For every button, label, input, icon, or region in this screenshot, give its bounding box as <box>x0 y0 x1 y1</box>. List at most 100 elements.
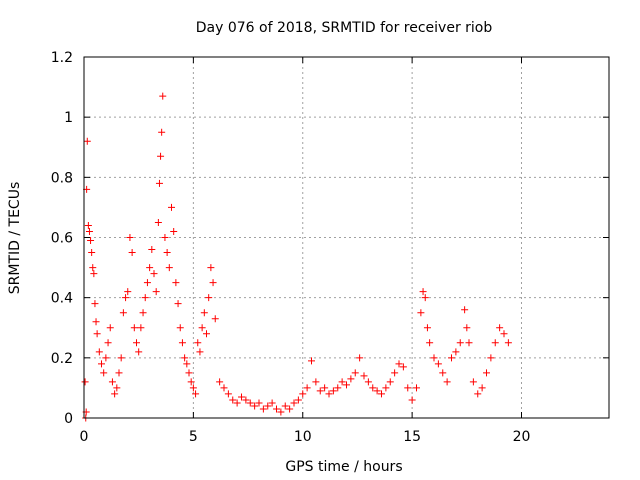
y-tick-label: 0.4 <box>51 291 73 307</box>
data-point <box>84 221 92 229</box>
data-point <box>157 152 165 160</box>
data-point <box>83 137 91 145</box>
data-point <box>434 360 442 368</box>
x-tick-label: 20 <box>513 429 531 445</box>
data-point <box>312 378 320 386</box>
data-point <box>115 369 123 377</box>
data-point <box>148 246 156 254</box>
data-point <box>143 279 151 287</box>
y-tick-label: 1.2 <box>51 50 73 66</box>
data-point <box>426 339 434 347</box>
data-point <box>172 279 180 287</box>
data-point <box>85 227 93 235</box>
data-point <box>395 360 403 368</box>
data-point <box>88 249 96 257</box>
data-point <box>87 237 95 245</box>
data-point <box>198 324 206 332</box>
data-point <box>194 339 202 347</box>
data-point <box>163 249 171 257</box>
data-point <box>111 390 119 398</box>
data-point <box>391 369 399 377</box>
data-point <box>308 357 315 365</box>
data-point <box>413 384 420 392</box>
data-point <box>146 264 154 272</box>
chart-title: Day 076 of 2018, SRMTID for receiver rio… <box>196 20 493 36</box>
data-point <box>155 179 163 187</box>
data-point <box>343 381 350 389</box>
data-point <box>187 378 195 386</box>
data-point <box>220 384 228 392</box>
data-point <box>154 218 162 226</box>
data-point <box>192 390 200 398</box>
data-point <box>117 354 125 362</box>
data-point <box>124 288 132 296</box>
data-point <box>119 309 127 317</box>
data-point <box>242 396 250 404</box>
data-point <box>465 339 473 347</box>
data-point <box>382 384 390 392</box>
data-point <box>238 393 245 401</box>
data-point <box>130 324 138 332</box>
data-point <box>152 288 160 296</box>
data-point <box>174 300 182 308</box>
data-point <box>165 264 173 272</box>
y-tick-labels: 0 0.2 0.4 0.6 0.8 1 1.2 <box>51 50 73 427</box>
data-point <box>211 315 219 323</box>
data-point <box>286 405 294 413</box>
data-point <box>456 339 464 347</box>
data-point <box>452 348 460 356</box>
data-point <box>373 387 381 395</box>
data-point <box>421 294 429 302</box>
data-point <box>417 309 425 317</box>
grid-lines <box>84 57 609 418</box>
data-point <box>139 309 147 317</box>
data-point <box>491 339 499 347</box>
data-point <box>168 203 175 211</box>
data-point <box>126 234 134 241</box>
data-point <box>504 339 512 347</box>
x-tick-label: 0 <box>80 429 89 445</box>
data-point <box>185 369 193 377</box>
data-point <box>159 92 167 100</box>
data-point <box>463 324 471 332</box>
x-tick-label: 5 <box>189 429 198 445</box>
x-tick-labels: 0 5 10 15 20 <box>80 429 531 445</box>
data-point <box>399 363 407 371</box>
data-point <box>135 348 143 356</box>
y-tick-label: 0.6 <box>51 231 73 247</box>
data-point <box>404 384 412 392</box>
data-point <box>176 324 184 332</box>
data-point <box>255 399 263 407</box>
data-point <box>423 324 431 332</box>
data-point <box>439 369 447 377</box>
tick-marks <box>83 56 609 419</box>
data-point <box>113 384 121 392</box>
data-point <box>178 339 186 347</box>
data-point <box>290 399 298 407</box>
data-point <box>141 294 149 302</box>
data-point <box>91 300 99 308</box>
data-point <box>264 402 272 410</box>
data-point <box>233 399 241 407</box>
data-point <box>207 264 215 272</box>
data-point <box>93 330 101 338</box>
data-point <box>316 387 324 395</box>
data-point <box>161 234 169 241</box>
data-point <box>294 396 302 404</box>
data-point <box>229 396 237 404</box>
data-point <box>183 360 191 368</box>
data-point <box>203 330 210 338</box>
data-point <box>89 264 97 272</box>
data-point <box>158 128 166 136</box>
data-point <box>443 378 451 386</box>
data-point <box>386 378 394 386</box>
data-point <box>170 227 178 235</box>
data-point <box>419 288 427 296</box>
data-point <box>469 378 477 386</box>
data-point <box>281 402 289 410</box>
data-point <box>150 270 158 278</box>
data-points <box>81 92 512 422</box>
data-point <box>478 384 486 392</box>
y-tick-label: 1 <box>64 110 73 126</box>
